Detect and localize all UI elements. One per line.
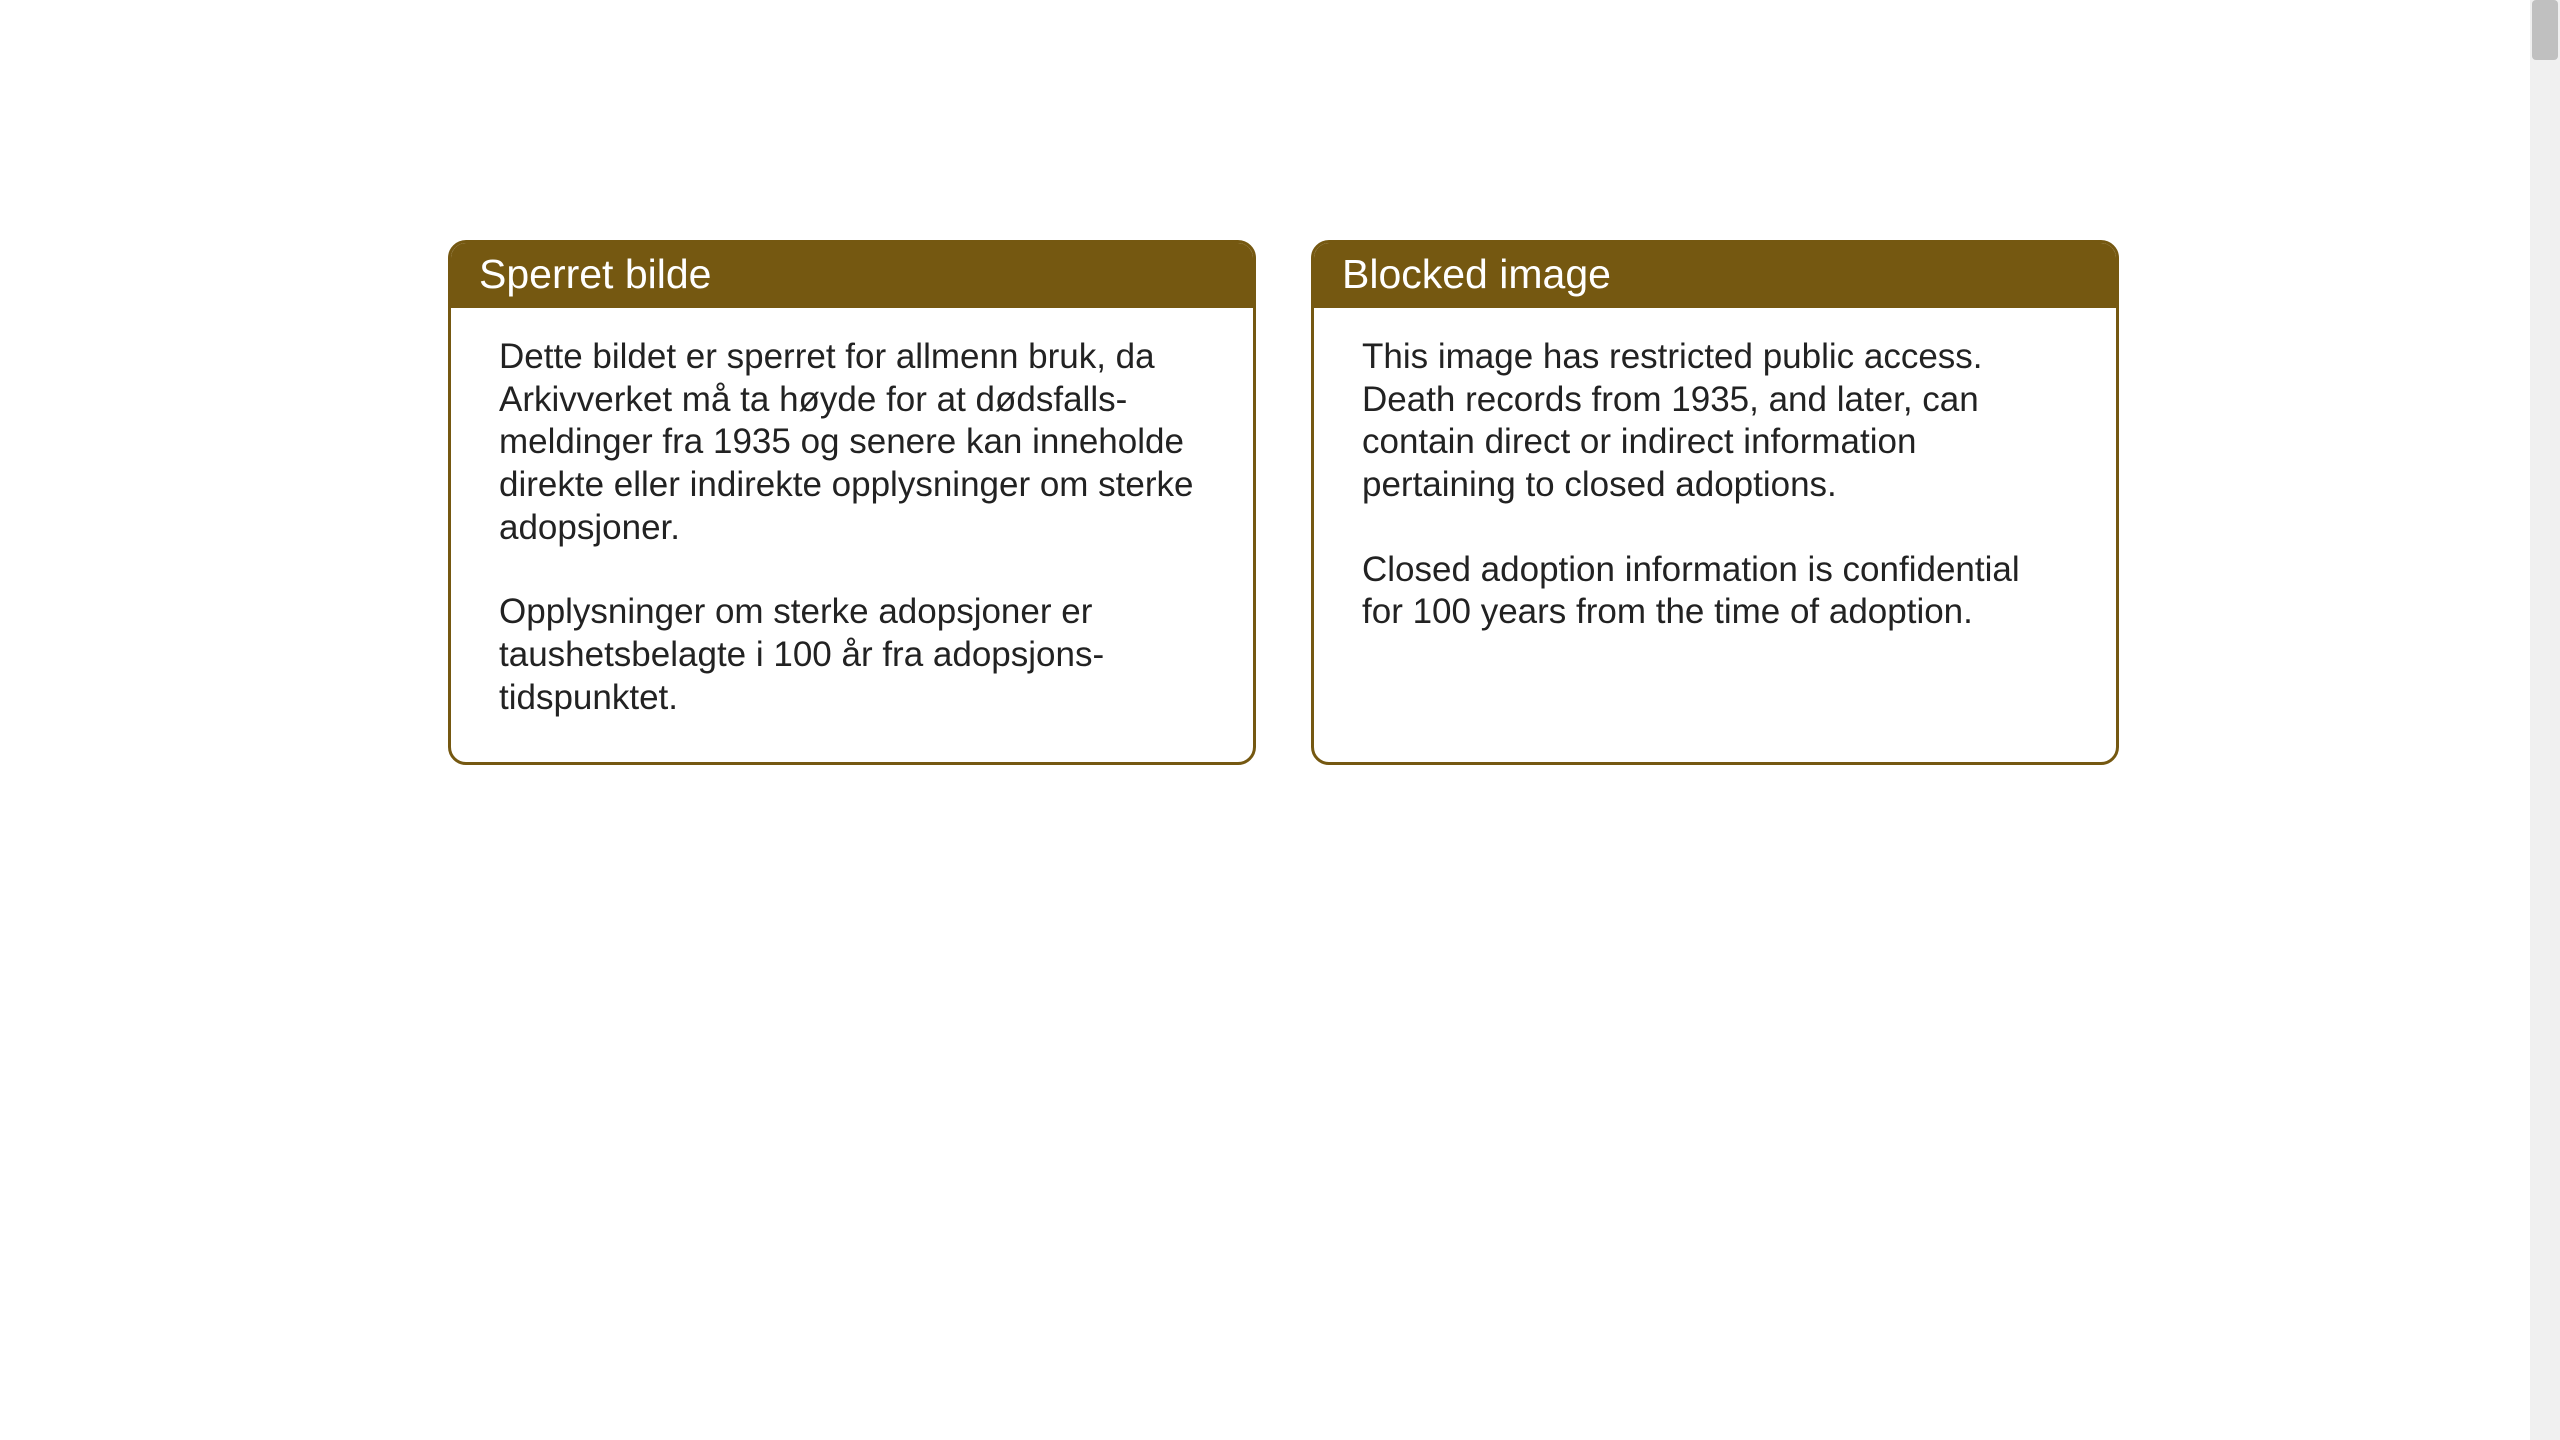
card-body-english: This image has restricted public access.…: [1314, 308, 2116, 748]
card-paragraph-2-norwegian: Opplysninger om sterke adopsjoner er tau…: [499, 591, 1205, 719]
card-header-english: Blocked image: [1314, 243, 2116, 308]
card-paragraph-1-english: This image has restricted public access.…: [1362, 336, 2068, 507]
card-english: Blocked image This image has restricted …: [1311, 240, 2119, 765]
cards-container: Sperret bilde Dette bildet er sperret fo…: [0, 0, 2560, 765]
scrollbar-track[interactable]: [2530, 0, 2560, 1440]
card-norwegian: Sperret bilde Dette bildet er sperret fo…: [448, 240, 1256, 765]
card-paragraph-2-english: Closed adoption information is confident…: [1362, 549, 2068, 634]
card-body-norwegian: Dette bildet er sperret for allmenn bruk…: [451, 308, 1253, 762]
scrollbar-thumb[interactable]: [2532, 0, 2558, 60]
card-header-norwegian: Sperret bilde: [451, 243, 1253, 308]
card-paragraph-1-norwegian: Dette bildet er sperret for allmenn bruk…: [499, 336, 1205, 549]
